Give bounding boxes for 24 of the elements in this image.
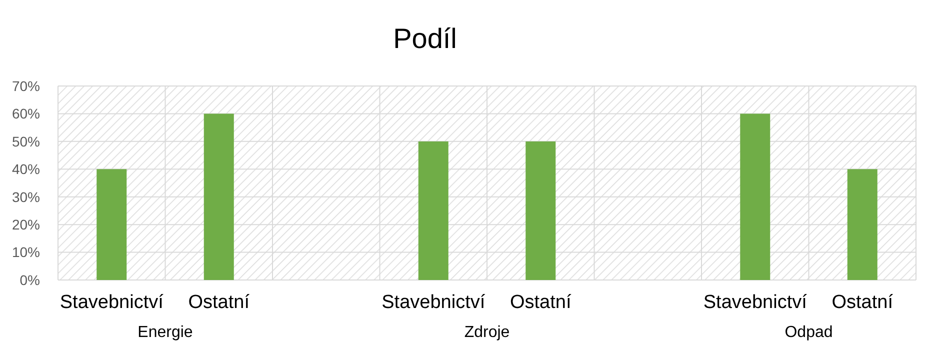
bar	[96, 169, 127, 280]
x-tick-label: Stavebnictví	[382, 292, 486, 313]
x-tick-label: Stavebnictví	[60, 292, 164, 313]
x-tick-label: Ostatní	[832, 292, 894, 313]
text: Odpad	[784, 324, 833, 341]
y-tick-label: 0%	[20, 272, 40, 288]
bar	[204, 114, 234, 280]
bar	[526, 141, 556, 280]
text: Zdroje	[464, 324, 510, 341]
chart-title: Podíl	[393, 23, 457, 54]
bar	[418, 141, 448, 280]
y-tick-label: 40%	[12, 161, 40, 178]
y-tick-label: 30%	[12, 188, 40, 205]
x-tick-label: Stavebnictví	[703, 292, 808, 313]
y-tick-label: 70%	[12, 78, 40, 94]
y-tick-label: 10%	[12, 244, 40, 260]
x-tick-label: Ostatní	[510, 292, 572, 313]
text: Energie	[138, 324, 193, 341]
bar	[740, 114, 770, 280]
y-tick-label: 20%	[12, 216, 40, 232]
y-tick-label: 60%	[12, 106, 40, 122]
bar	[847, 169, 878, 280]
x-tick-label: Ostatní	[188, 292, 250, 313]
y-tick-label: 50%	[12, 133, 40, 150]
